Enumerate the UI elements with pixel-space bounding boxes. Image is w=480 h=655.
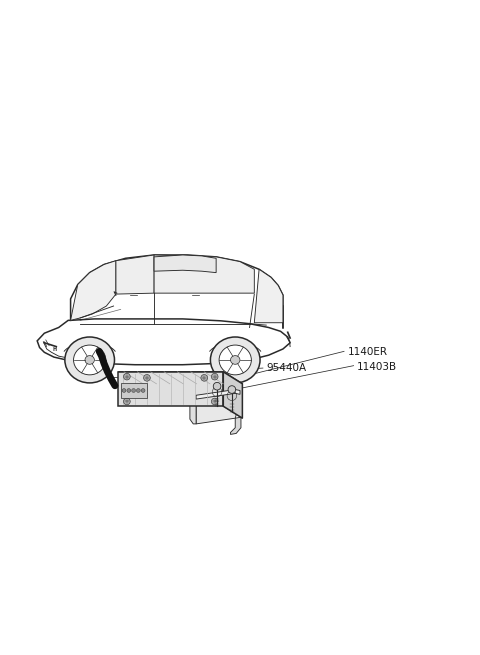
Bar [120,383,147,398]
Polygon shape [154,255,254,293]
Polygon shape [196,390,240,399]
Text: H: H [53,347,57,352]
Polygon shape [116,255,154,294]
Circle shape [136,388,140,392]
Polygon shape [37,319,290,365]
Text: 11403B: 11403B [357,362,397,371]
Circle shape [201,375,207,381]
Circle shape [211,398,218,405]
Circle shape [127,388,131,392]
Circle shape [211,373,218,380]
Ellipse shape [65,337,115,383]
Circle shape [213,383,221,390]
Ellipse shape [230,356,240,364]
Circle shape [141,388,145,392]
Polygon shape [196,394,240,424]
Circle shape [228,386,236,394]
Circle shape [132,388,135,392]
Text: 1140ER: 1140ER [348,347,387,358]
Ellipse shape [219,345,252,375]
Polygon shape [118,372,242,384]
Circle shape [123,373,130,380]
Polygon shape [118,372,223,406]
Polygon shape [154,255,216,272]
Polygon shape [190,399,196,424]
Polygon shape [230,417,241,434]
Text: 95440A: 95440A [266,363,306,373]
Circle shape [122,388,126,392]
Ellipse shape [210,337,260,383]
Polygon shape [71,261,116,320]
Ellipse shape [73,345,106,375]
Polygon shape [223,372,242,418]
Ellipse shape [85,356,95,364]
Circle shape [123,398,130,405]
Circle shape [144,375,150,381]
Polygon shape [254,269,283,323]
